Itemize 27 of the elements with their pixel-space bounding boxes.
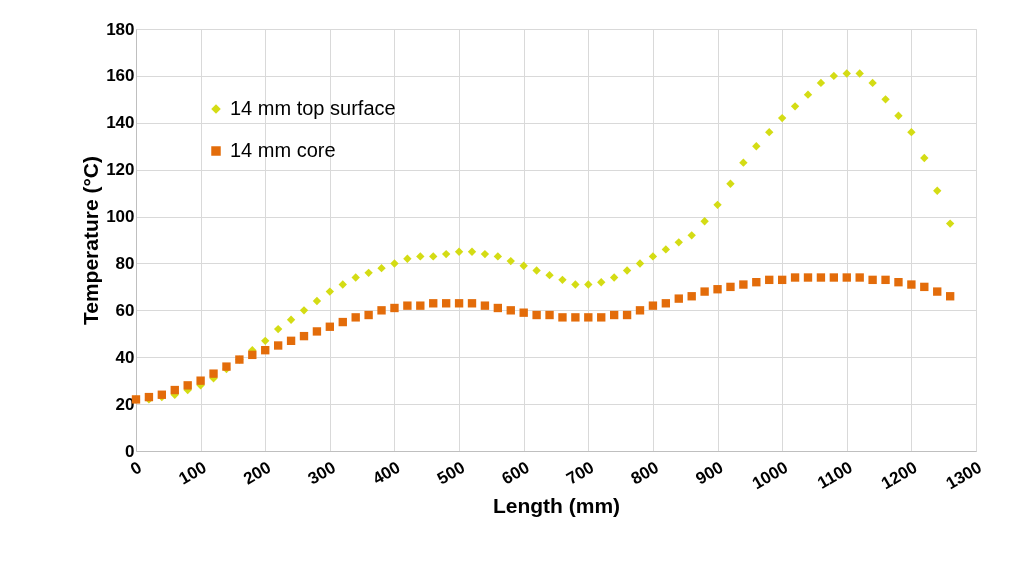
legend-label: 14 mm top surface (230, 97, 396, 119)
x-tick-label: 100 (175, 457, 210, 489)
x-tick-label: 900 (692, 457, 727, 489)
x-tick-label: 800 (627, 457, 662, 489)
x-tick-label: 200 (240, 457, 275, 489)
x-axis-title: Length (mm) (492, 494, 621, 518)
y-tick-label: 80 (115, 253, 135, 273)
y-tick-label: 140 (106, 113, 135, 133)
y-tick-label: 20 (115, 394, 135, 414)
y-axis-title: Temperature (°C) (79, 155, 103, 326)
x-tick-label: 300 (304, 457, 339, 489)
y-tick-label: 120 (106, 160, 135, 180)
y-tick-label: 160 (106, 66, 135, 86)
x-tick-label: 500 (434, 457, 469, 489)
legend-label: 14 mm core (230, 139, 336, 161)
x-tick-label: 1100 (814, 457, 856, 493)
y-tick-label: 40 (115, 347, 135, 367)
x-tick-label: 600 (498, 457, 533, 489)
x-tick-label: 1300 (942, 457, 985, 494)
x-tick-label: 1200 (878, 457, 921, 494)
x-tick-label: 1000 (748, 457, 792, 494)
y-tick-label: 0 (125, 441, 135, 461)
x-tick-label: 700 (563, 457, 598, 489)
y-tick-label: 60 (115, 300, 135, 320)
y-tick-label: 180 (106, 19, 135, 39)
x-tick-label: 400 (369, 457, 404, 489)
y-tick-label: 100 (106, 207, 135, 227)
